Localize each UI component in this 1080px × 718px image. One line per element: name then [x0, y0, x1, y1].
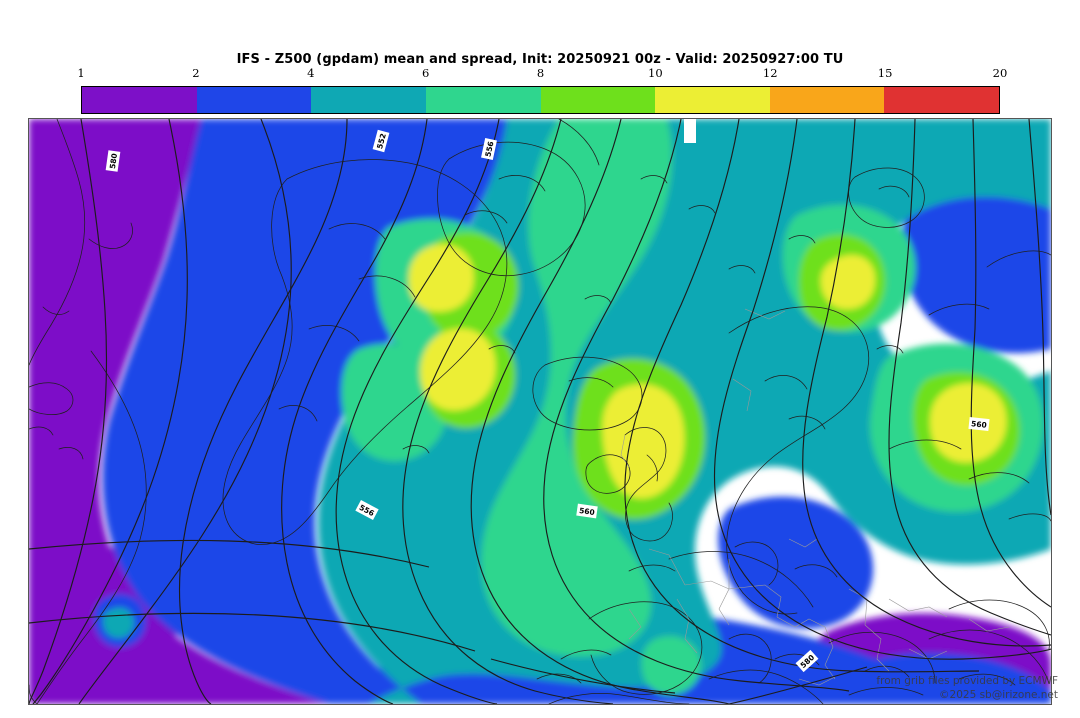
colorbar-segment-blue [196, 87, 312, 113]
svg-text:560: 560 [579, 506, 596, 517]
colorbar-segment-teal [311, 87, 426, 113]
svg-text:560: 560 [971, 419, 988, 430]
colorbar-segment-yellow [655, 87, 770, 113]
contour-label: 556 [481, 137, 497, 161]
contour-line-layer [29, 119, 1051, 704]
data-gap-notch [684, 119, 696, 143]
colorbar-tick-10: 10 [648, 66, 663, 80]
page-title: IFS - Z500 (gpdam) mean and spread, Init… [236, 52, 844, 67]
colorbar-tick-12: 12 [762, 66, 778, 80]
colorbar-tick-8: 8 [536, 66, 545, 80]
coastline-layer [29, 119, 1051, 704]
map-canvas[interactable]: 580 552 556 556 560 560 580 [28, 118, 1052, 705]
svg-text:552: 552 [375, 132, 388, 149]
colorbar-segment-purple [82, 87, 197, 113]
colorbar-tick-15: 15 [877, 66, 893, 80]
colorbar-tick-4: 4 [307, 66, 315, 80]
contour-label: 560 [968, 416, 990, 432]
svg-text:580: 580 [108, 153, 119, 170]
colorbar-segment-spring-green [425, 87, 541, 113]
colorbar-tick-2: 2 [192, 66, 200, 80]
colorbar-segment-lime-green [540, 87, 656, 113]
colorbar-segment-red [884, 87, 999, 113]
contour-label: 556 [355, 500, 379, 520]
colorbar-tick-20: 20 [992, 66, 1008, 80]
colorbar: 1 2 4 6 8 10 12 15 20 [77, 66, 1007, 114]
colorbar-gradient [81, 86, 1000, 114]
contour-label: 560 [576, 503, 598, 519]
colorbar-tick-labels: 1 2 4 6 8 10 12 15 20 [77, 66, 1007, 82]
contour-label: 552 [372, 129, 390, 153]
colorbar-tick-1: 1 [77, 66, 85, 80]
colorbar-tick-6: 6 [421, 66, 430, 80]
svg-text:556: 556 [483, 141, 495, 158]
contour-label: 580 [105, 150, 121, 172]
colorbar-segment-orange [769, 87, 885, 113]
